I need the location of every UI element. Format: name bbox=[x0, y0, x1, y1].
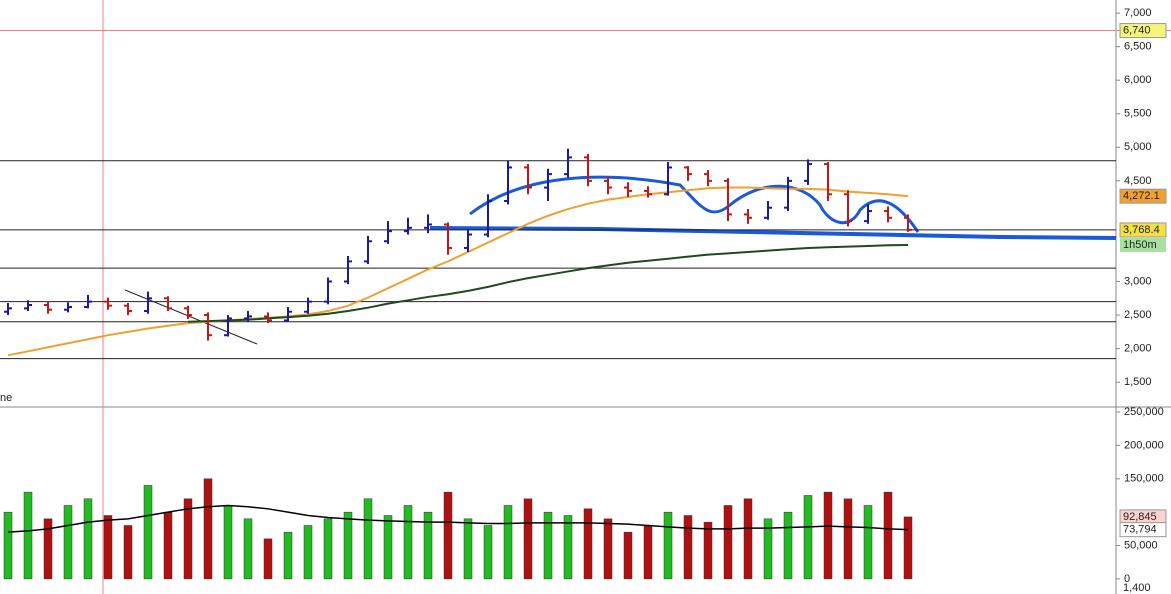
volume-bar bbox=[323, 518, 333, 580]
volume-bar bbox=[763, 518, 773, 580]
volume-bar bbox=[863, 505, 873, 580]
y-tick-label: 50,000 bbox=[1124, 539, 1158, 551]
volume-bar bbox=[603, 518, 613, 580]
volume-bar bbox=[103, 515, 113, 580]
volume-bar bbox=[83, 498, 93, 580]
y-tick-label: 5,000 bbox=[1124, 141, 1152, 153]
price-marker-label: 92,845 bbox=[1123, 511, 1157, 523]
volume-bar bbox=[463, 518, 473, 580]
price-marker-box bbox=[1119, 188, 1167, 204]
price-marker-box bbox=[1119, 522, 1167, 538]
volume-bar bbox=[843, 498, 853, 580]
volume-bar bbox=[503, 505, 513, 580]
volume-bar bbox=[623, 531, 633, 580]
volume-bar bbox=[783, 511, 793, 580]
volume-bar bbox=[203, 478, 213, 580]
volume-bar bbox=[63, 505, 73, 580]
y-tick-label: 150,000 bbox=[1124, 473, 1164, 485]
y-tick-label: 5,500 bbox=[1124, 108, 1152, 120]
volume-bar bbox=[243, 518, 253, 580]
volume-bar bbox=[23, 491, 33, 580]
volume-bar bbox=[183, 498, 193, 580]
volume-bar bbox=[163, 511, 173, 580]
volume-bar bbox=[703, 521, 713, 580]
y-tick-label: 6,000 bbox=[1124, 74, 1152, 86]
volume-bar bbox=[143, 485, 153, 580]
volume-bar bbox=[803, 495, 813, 580]
volume-bar bbox=[683, 515, 693, 580]
volume-bar bbox=[823, 491, 833, 580]
volume-bar bbox=[643, 525, 653, 580]
volume-bar bbox=[343, 511, 353, 580]
volume-bar bbox=[483, 525, 493, 580]
y-tick-label: 7,000 bbox=[1124, 7, 1152, 19]
y-tick-label: 2,500 bbox=[1124, 309, 1152, 321]
countdown-label: 1h50m bbox=[1123, 239, 1157, 251]
price-marker-label: 3,768.4 bbox=[1123, 224, 1160, 236]
y-tick-label: 4,500 bbox=[1124, 175, 1152, 187]
volume-bar bbox=[3, 511, 13, 580]
y-tick-label: 200,000 bbox=[1124, 439, 1164, 451]
volume-bar bbox=[363, 498, 373, 580]
y-tick-label: 250,000 bbox=[1124, 406, 1164, 418]
volume-bar bbox=[723, 505, 733, 580]
volume-bar bbox=[283, 531, 293, 580]
y-tick-label: 6,500 bbox=[1124, 41, 1152, 53]
trend-annotation bbox=[429, 226, 1117, 240]
volume-bar bbox=[663, 511, 673, 580]
volume-bar bbox=[383, 515, 393, 580]
moving-average bbox=[187, 243, 909, 323]
y-tick-label: 1,500 bbox=[1124, 376, 1152, 388]
volume-bar bbox=[303, 525, 313, 580]
price-marker-box bbox=[1119, 222, 1167, 238]
volume-bar bbox=[523, 498, 533, 580]
y-tick-label: 3,000 bbox=[1124, 275, 1152, 287]
volume-bar bbox=[883, 491, 893, 580]
moving-average bbox=[7, 186, 909, 357]
volume-bar bbox=[443, 491, 453, 580]
volume-bar bbox=[563, 515, 573, 580]
volume-bar bbox=[263, 538, 273, 580]
volume-average bbox=[7, 504, 909, 533]
price-marker-box bbox=[1119, 23, 1167, 39]
bottom-label: 1,400 bbox=[1123, 582, 1151, 594]
price-marker-label: 6,740 bbox=[1123, 24, 1151, 36]
countdown-box bbox=[1120, 237, 1166, 252]
price-marker-label: 73,794 bbox=[1123, 524, 1157, 536]
y-tick-label: 0 bbox=[1124, 573, 1130, 585]
pattern-annotation bbox=[469, 175, 920, 233]
price-marker-label: 4,272.1 bbox=[1123, 190, 1160, 202]
volume-bar bbox=[123, 525, 133, 580]
volume-bar bbox=[903, 516, 913, 580]
volume-bar bbox=[423, 511, 433, 580]
volume-bar bbox=[583, 508, 593, 580]
y-tick-label: 2,000 bbox=[1124, 343, 1152, 355]
volume-bar bbox=[743, 498, 753, 580]
legend-fragment: ne bbox=[0, 392, 12, 404]
volume-bar bbox=[43, 518, 53, 580]
volume-bar bbox=[403, 505, 413, 580]
volume-bar bbox=[543, 511, 553, 580]
volume-bar bbox=[223, 505, 233, 580]
